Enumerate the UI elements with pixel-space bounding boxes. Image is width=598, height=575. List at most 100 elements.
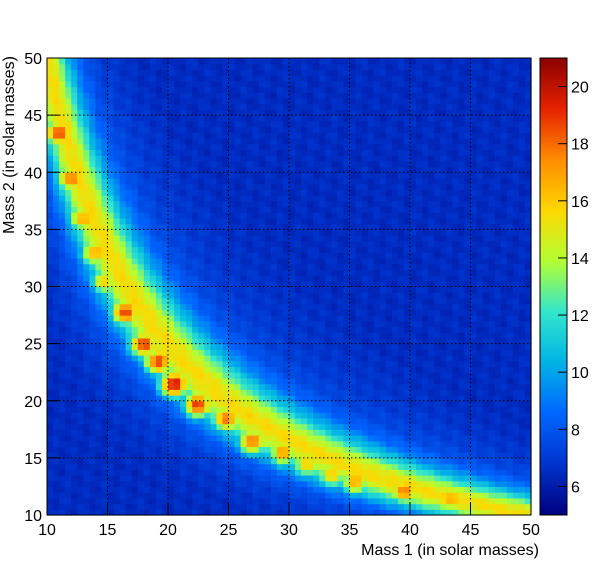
heatmap-cell [186, 252, 193, 259]
heatmap-cell [186, 97, 193, 105]
heatmap-cell [276, 126, 284, 133]
heatmap-cell [246, 303, 254, 310]
heatmap-cell [65, 486, 72, 493]
heatmap-cell [337, 400, 345, 408]
heatmap-cell [107, 406, 115, 413]
heatmap-cell [149, 389, 157, 396]
heatmap-cell [107, 257, 115, 265]
heatmap-cell [325, 109, 332, 116]
heatmap-cell [349, 195, 357, 202]
heatmap-cell [65, 452, 72, 459]
heatmap-cell [264, 303, 272, 310]
heatmap-cell [391, 389, 399, 396]
heatmap-cell [119, 355, 127, 362]
heatmap-cell [101, 389, 109, 396]
heatmap-cell [301, 166, 308, 173]
heatmap-cell [331, 292, 338, 299]
heatmap-cell [282, 366, 290, 373]
heatmap-cell [228, 326, 236, 333]
heatmap-cell [77, 120, 84, 128]
heatmap-cell [71, 475, 78, 482]
heatmap-cell [125, 412, 133, 419]
heatmap-cell [240, 275, 248, 282]
heatmap-cell [186, 80, 193, 88]
heatmap-cell [246, 166, 254, 173]
heatmap-cell [355, 509, 363, 516]
heatmap-cell [83, 280, 90, 288]
heatmap-cell [289, 469, 296, 476]
heatmap-cell [367, 355, 375, 362]
heatmap-cell [246, 326, 254, 333]
heatmap-cell [240, 240, 248, 248]
heatmap-cell [53, 195, 60, 202]
heatmap-cell [180, 389, 187, 396]
heatmap-cell [313, 137, 320, 145]
heatmap-cell [403, 343, 411, 350]
heatmap-cell [319, 452, 326, 459]
heatmap-cell [161, 292, 169, 299]
heatmap-cell [319, 172, 326, 179]
heatmap-cell [65, 223, 72, 230]
heatmap-cell [83, 195, 90, 202]
heatmap-cell [234, 343, 242, 350]
heatmap-cell [301, 80, 308, 88]
heatmap-cell [258, 137, 266, 145]
heatmap-cell [307, 120, 314, 128]
heatmap-cell [337, 389, 345, 396]
heatmap-cell [107, 377, 115, 385]
heatmap-cell [391, 217, 399, 225]
heatmap-cell [101, 240, 109, 248]
heatmap-cell [234, 440, 242, 448]
heatmap-cell [186, 177, 193, 185]
heatmap-cell [155, 160, 163, 168]
heatmap-cell [168, 320, 175, 328]
heatmap-cell [361, 332, 369, 339]
heatmap-cell [192, 355, 199, 362]
heatmap-cell [313, 492, 320, 499]
heatmap-cell [174, 303, 181, 310]
heatmap-cell [422, 417, 429, 425]
heatmap-cell [47, 463, 54, 470]
heatmap-cell [252, 417, 260, 425]
heatmap-cell [101, 252, 109, 259]
heatmap-cell [313, 200, 320, 208]
heatmap-cell [174, 126, 181, 133]
heatmap-cell [325, 457, 332, 465]
heatmap-cell [403, 503, 411, 510]
heatmap-cell [391, 235, 399, 242]
heatmap-cell [192, 349, 199, 356]
heatmap-cell [410, 480, 417, 488]
heatmap-cell [71, 223, 78, 230]
heatmap-cell [252, 217, 260, 225]
heatmap-cell [149, 206, 157, 213]
heatmap-cell [174, 206, 181, 213]
heatmap-cell [89, 457, 96, 465]
heatmap-cell [289, 503, 296, 510]
heatmap-cell [289, 143, 296, 150]
heatmap-cell [125, 509, 133, 516]
heatmap-cell [337, 166, 345, 173]
heatmap-cell [53, 246, 60, 253]
heatmap-cell [180, 137, 187, 145]
heatmap-cell [343, 383, 351, 390]
heatmap-cell [143, 417, 151, 425]
heatmap-cell [301, 137, 308, 145]
heatmap-cell [349, 452, 357, 459]
heatmap-cell [101, 212, 109, 219]
heatmap-cell [270, 292, 278, 299]
heatmap-cell [307, 63, 314, 71]
heatmap-cell [240, 326, 248, 333]
heatmap-cell [325, 257, 332, 265]
heatmap-cell [65, 457, 72, 465]
heatmap-cell [391, 63, 399, 71]
heatmap-cell [282, 497, 290, 505]
heatmap-cell [186, 120, 193, 128]
heatmap-cell [222, 446, 230, 453]
heatmap-cell [337, 103, 345, 111]
heatmap-cell [367, 332, 375, 339]
heatmap-cell [125, 195, 133, 202]
heatmap-cell [210, 69, 217, 76]
heatmap-cell [216, 275, 224, 282]
heatmap-cell [77, 115, 84, 122]
heatmap-cell [228, 229, 236, 236]
